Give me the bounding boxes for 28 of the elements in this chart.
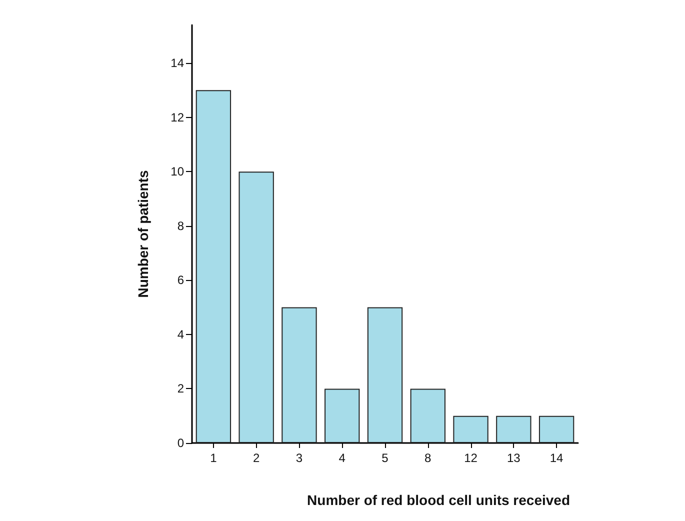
bar: [453, 416, 488, 443]
x-tick-label: 13: [506, 451, 521, 465]
bar: [410, 388, 446, 443]
y-tick-label: 6: [177, 273, 184, 288]
bar: [238, 172, 274, 443]
bar: [324, 388, 360, 443]
y-tick-label: 0: [177, 436, 184, 450]
bar: [496, 416, 532, 443]
x-tick-label: 2: [252, 451, 260, 465]
y-tick-label: 2: [177, 382, 184, 396]
bar: [196, 90, 232, 443]
x-tick-label: 5: [382, 451, 389, 465]
bar: [282, 307, 317, 443]
x-tick-label: 1: [210, 451, 218, 465]
bar: [367, 307, 403, 443]
y-tick-label: 4: [177, 327, 184, 342]
x-tick-label: 8: [424, 451, 432, 465]
y-tick-label: 14: [170, 56, 184, 70]
y-tick-label: 8: [177, 218, 184, 233]
y-tick-label: 10: [170, 164, 184, 179]
x-tick-label: 4: [338, 451, 346, 465]
x-tick-label: 14: [550, 451, 564, 465]
x-tick-label: 12: [464, 451, 478, 465]
x-axis-title: Number of red blood cell units received: [307, 492, 570, 508]
y-axis-title: Number of patients: [135, 170, 151, 298]
bar: [538, 416, 574, 443]
y-tick-label: 12: [170, 110, 184, 124]
x-tick-label: 3: [296, 451, 303, 465]
